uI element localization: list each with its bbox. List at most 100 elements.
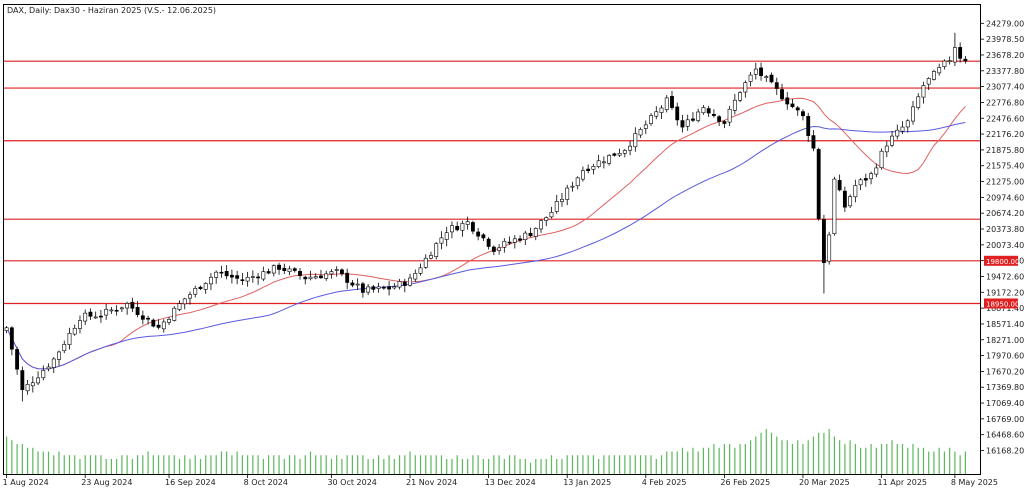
candle-body [523, 232, 528, 240]
candlestick [958, 42, 963, 63]
volume-bar [477, 455, 479, 474]
volume-bar [770, 432, 773, 474]
candle-body [72, 327, 77, 335]
candlestick [72, 324, 77, 336]
volume-bar [535, 459, 537, 474]
candlestick [827, 231, 832, 265]
candlestick [109, 306, 114, 314]
volume-bar [718, 447, 720, 474]
volume-bar [729, 444, 731, 474]
candle-body [685, 119, 690, 127]
candle-body [324, 273, 329, 279]
candlestick [890, 131, 894, 148]
volume-bar [236, 451, 238, 474]
candlestick [806, 112, 811, 142]
candlestick [617, 148, 622, 157]
volume-bar [299, 459, 301, 474]
candle-body [460, 223, 465, 231]
candlestick [261, 266, 266, 282]
volume-bar [655, 459, 657, 474]
candle-body [240, 279, 245, 282]
volume-bar [325, 455, 327, 474]
candle-body [916, 96, 921, 108]
volume-bar [870, 444, 872, 474]
y-tick-label: 20373.80 [986, 225, 1024, 234]
candlestick [591, 163, 596, 175]
candlestick [622, 148, 627, 158]
volume-bar [639, 455, 642, 474]
volume-bar [739, 444, 741, 474]
candle-body [932, 71, 936, 80]
candle-body [235, 275, 240, 279]
candlestick [83, 309, 88, 325]
candlestick [937, 63, 942, 76]
candlestick [895, 124, 900, 140]
candle-body [518, 238, 522, 241]
x-tick-label: 23 Aug 2024 [81, 478, 132, 487]
volume-bar [933, 451, 935, 474]
volume-bar [891, 440, 893, 474]
candlestick [135, 301, 140, 318]
candlestick [554, 194, 559, 214]
candlestick [643, 120, 648, 135]
candle-body [397, 281, 402, 288]
candlestick [539, 219, 543, 233]
volume-bar [587, 455, 589, 474]
candle-body [172, 307, 177, 321]
candlestick [769, 72, 774, 84]
volume-bar [226, 451, 228, 474]
candle-body [848, 196, 853, 207]
volume-bar [508, 455, 511, 474]
volume-bar [194, 455, 196, 474]
y-tick-label: 22776.80 [986, 98, 1024, 107]
volume-bar [613, 455, 615, 474]
volume-bar [561, 459, 563, 474]
volume-bar [645, 455, 647, 474]
candlestick [219, 265, 224, 278]
candle-body [874, 167, 879, 175]
candlestick [444, 226, 449, 247]
candle-body [502, 240, 507, 248]
candle-body [41, 370, 46, 379]
volume-bar [42, 451, 44, 474]
candle-body [539, 220, 543, 230]
volume-bar [734, 447, 736, 474]
candle-body [83, 312, 88, 322]
candle-body [20, 370, 25, 391]
volume-bar [797, 440, 799, 474]
candlestick [858, 178, 863, 191]
volume-bar [367, 459, 369, 474]
candle-body [617, 152, 622, 156]
candle-layer [4, 32, 968, 402]
volume-bar [634, 455, 636, 474]
candlestick [98, 310, 103, 323]
candlestick [816, 147, 821, 221]
candlestick [465, 216, 470, 230]
x-tick-label: 13 Dec 2024 [485, 478, 536, 487]
candlestick [900, 121, 905, 134]
candle-body [790, 103, 795, 107]
candlestick [612, 152, 617, 157]
candlestick [942, 59, 947, 70]
candlestick [580, 166, 585, 182]
candle-body [360, 283, 365, 293]
y-tick-label: 24279.00 [986, 19, 1024, 28]
y-tick-label: 17670.20 [986, 367, 1024, 376]
volume-bar [571, 455, 574, 474]
candle-body [88, 311, 93, 317]
volume-layer [6, 429, 966, 474]
candle-body [376, 286, 381, 289]
candlestick [371, 284, 376, 293]
volume-bar [493, 455, 495, 474]
candlestick [491, 245, 496, 255]
candlestick [523, 230, 528, 245]
candle-body [4, 327, 9, 332]
volume-bar [666, 451, 668, 474]
candle-body [837, 180, 842, 191]
candle-body [261, 271, 266, 280]
candle-body [958, 47, 963, 59]
volume-bar [136, 455, 139, 474]
candlestick [701, 105, 706, 115]
candlestick [821, 214, 826, 294]
volume-bar [949, 447, 951, 474]
